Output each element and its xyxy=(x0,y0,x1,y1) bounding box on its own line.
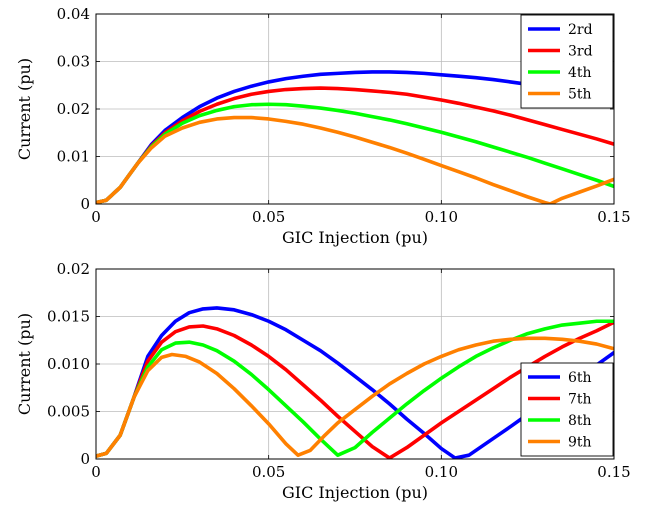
series-line-5th xyxy=(96,115,614,204)
y-tick-label: 0.010 xyxy=(47,355,90,373)
y-tick-label: 0.005 xyxy=(47,403,90,421)
x-tick-label: 0.05 xyxy=(252,463,285,481)
legend-label-2rd: 2rd xyxy=(568,22,593,38)
y-axis-label: Current (pu) xyxy=(15,313,34,415)
x-axis-label: GIC Injection (pu) xyxy=(282,483,428,502)
chart-panel-2: 0 0.05 0.10 0.15 0 0.005 0.010 0.015 0.02 GIC Inj… xyxy=(15,260,631,502)
legend: 2rd 3rd 4th 5th xyxy=(520,14,614,109)
x-tick-label: 0.10 xyxy=(425,463,458,481)
chart-panel-1: 0 0.05 0.10 0.15 0 0.01 0.02 0.03 0.04 GIC Inject… xyxy=(15,5,631,247)
series-line-9th xyxy=(96,336,614,458)
legend-label-9th: 9th xyxy=(568,435,592,451)
y-tick-label: 0.02 xyxy=(57,100,90,118)
x-tick-label: 0.15 xyxy=(597,463,630,481)
series-line-4th xyxy=(96,102,614,204)
legend-label-5th: 5th xyxy=(568,87,592,103)
x-tick-label: 0 xyxy=(91,208,101,226)
y-tick-label: 0.02 xyxy=(57,260,90,278)
series-group xyxy=(96,70,614,204)
y-axis-label: Current (pu) xyxy=(15,58,34,160)
legend-label-4th: 4th xyxy=(568,65,592,81)
x-tick-label: 0.15 xyxy=(597,208,630,226)
y-tick-label: 0 xyxy=(80,195,90,213)
series-line-8th xyxy=(96,319,614,458)
y-tick-label: 0.03 xyxy=(57,53,90,71)
y-tick-label: 0.015 xyxy=(47,308,90,326)
legend-label-6th: 6th xyxy=(568,370,592,386)
legend-label-7th: 7th xyxy=(568,392,592,408)
legend: 6th 7th 8th 9th xyxy=(520,362,614,457)
legend-label-3rd: 3rd xyxy=(568,44,593,60)
x-axis-label: GIC Injection (pu) xyxy=(282,228,428,247)
y-tick-label: 0.04 xyxy=(57,5,90,23)
x-tick-label: 0 xyxy=(91,463,101,481)
x-tick-label: 0.10 xyxy=(425,208,458,226)
x-tick-label: 0.05 xyxy=(252,208,285,226)
legend-label-8th: 8th xyxy=(568,413,592,429)
y-tick-label: 0.01 xyxy=(57,148,90,166)
y-tick-label: 0 xyxy=(80,450,90,468)
series-line-6th xyxy=(96,306,614,459)
